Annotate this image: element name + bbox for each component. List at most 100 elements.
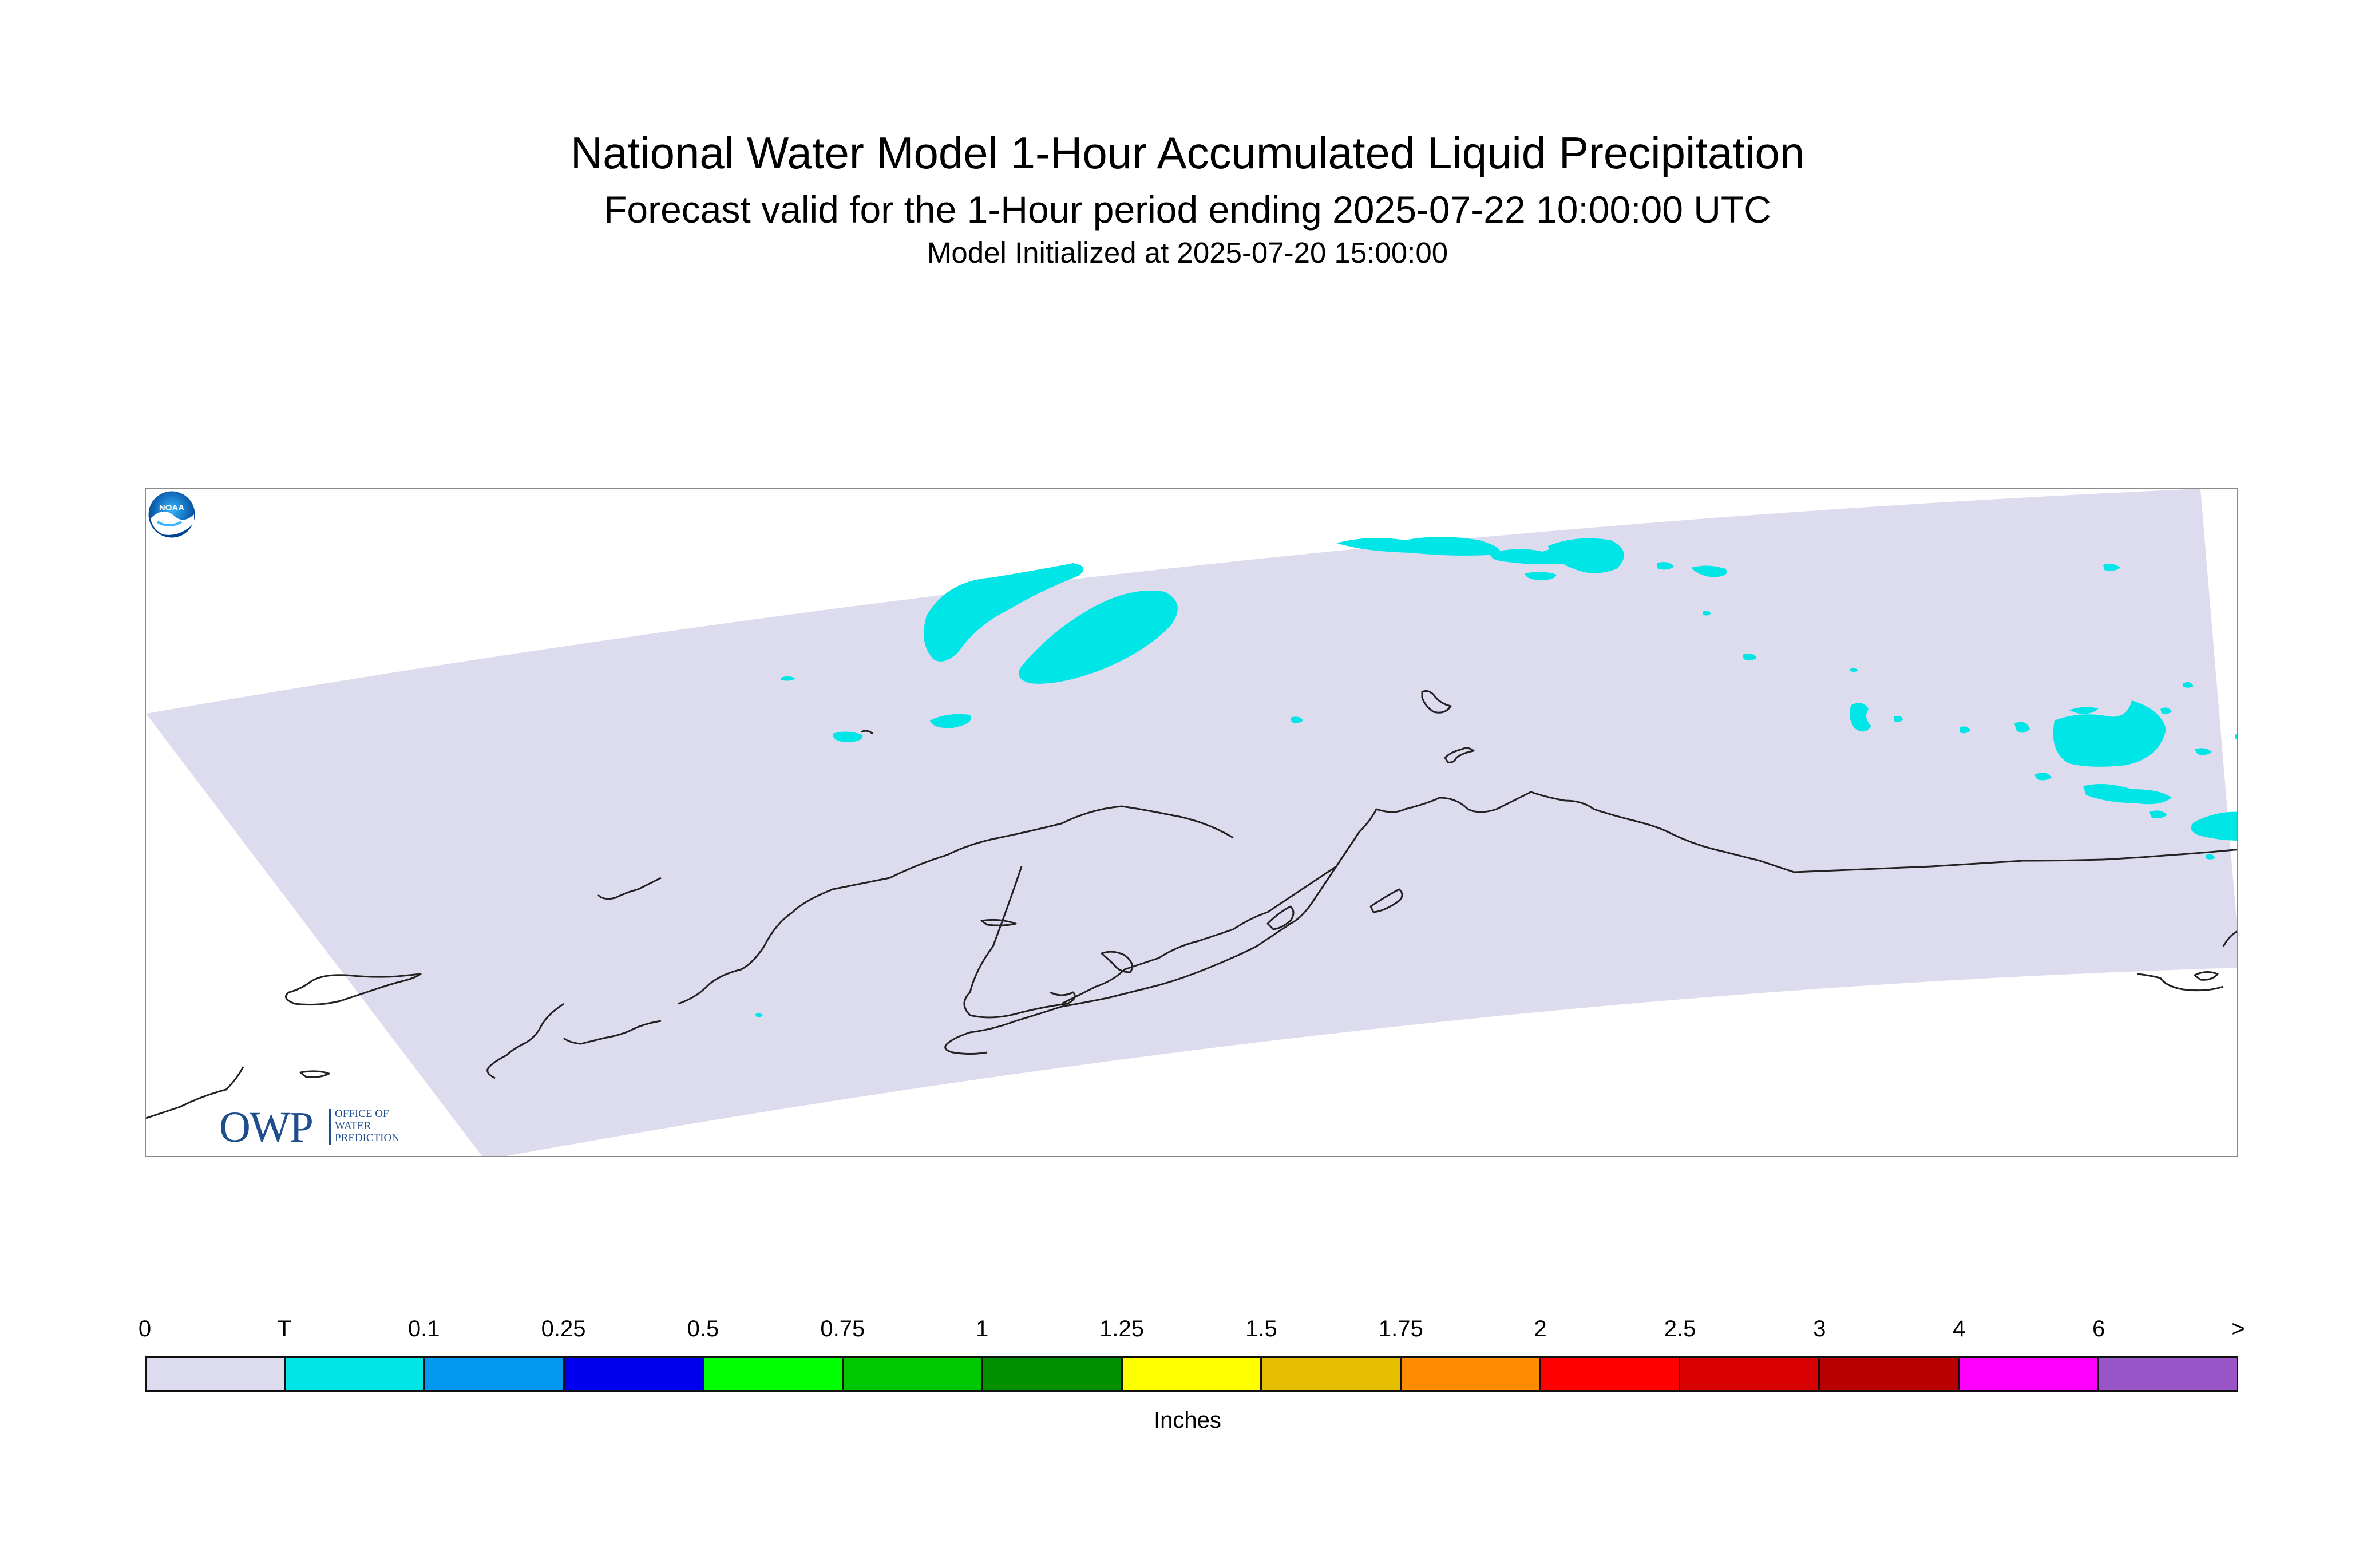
colorbar-tick-label: 1.25 — [1099, 1316, 1144, 1341]
precip-cell — [924, 563, 1083, 662]
colorbar-tick-label: T — [277, 1316, 292, 1341]
precip-cell — [1743, 654, 1757, 660]
colorbar-cell — [1959, 1358, 2099, 1390]
coastline — [597, 877, 662, 900]
colorbar-cell — [286, 1358, 426, 1390]
precip-cell — [2053, 700, 2166, 767]
colorbar-cell — [844, 1358, 984, 1390]
colorbar-tick-label: 0.1 — [407, 1316, 440, 1341]
precip-cell — [2195, 748, 2212, 755]
precipitation-map[interactable]: OWP OFFICE OF WATER PREDICTION NOAA — [145, 488, 2238, 1157]
precip-cell — [2083, 784, 2172, 805]
owp-logo-divider — [329, 1109, 331, 1145]
colorbar-tick-label: 1.75 — [1378, 1316, 1423, 1341]
coastline — [678, 805, 1122, 1005]
coastline — [563, 1020, 662, 1045]
coastline — [1101, 951, 1133, 973]
precip-cell — [755, 1013, 763, 1017]
colorbar-tick-label: 2 — [1534, 1316, 1547, 1341]
precip-cell — [1703, 611, 1711, 616]
coastline — [1369, 888, 1403, 913]
coastline — [2194, 971, 2219, 981]
colorbar-tick-label: 0.5 — [687, 1316, 719, 1341]
precip-cell — [2235, 734, 2237, 740]
colorbar-tick-label: 0.75 — [820, 1316, 865, 1341]
colorbar-tick-label: 0.25 — [541, 1316, 586, 1341]
colorbar-tick-label: > — [2231, 1316, 2245, 1341]
owp-logo-letters: OWP — [219, 1103, 314, 1151]
colorbar-cell — [1262, 1358, 1402, 1390]
coastline — [944, 1005, 1062, 1055]
precip-cell — [1849, 703, 1871, 732]
colorbar-cell — [1402, 1358, 1541, 1390]
precip-cell — [1894, 715, 1903, 722]
colorbar-tick-labels: 0 T 0.1 0.25 0.5 0.75 1 1.25 1.5 1.75 2 2.5 3 4 6 > — [0, 1316, 2375, 1351]
colorbar-tick-label: 2.5 — [1664, 1316, 1696, 1341]
precip-cell — [930, 714, 971, 728]
coastline — [861, 730, 873, 735]
colorbar-cell — [2099, 1358, 2237, 1390]
coastline — [486, 1003, 564, 1079]
precip-cell — [1019, 591, 1178, 684]
colorbar-tick-label: 3 — [1813, 1316, 1826, 1341]
coastline — [963, 866, 1076, 1019]
colorbar-cell — [1122, 1358, 1262, 1390]
precip-cell — [2149, 810, 2167, 818]
coastline — [1061, 865, 1337, 1005]
precip-cell — [781, 676, 795, 681]
precip-cell — [2103, 564, 2120, 571]
precip-cell — [1850, 668, 1858, 672]
precip-cell — [2206, 854, 2215, 860]
precip-cell — [1291, 716, 1303, 723]
coastline — [1121, 805, 1234, 839]
precip-cell — [1336, 537, 1500, 556]
coastline — [1266, 905, 1295, 930]
colorbar-cell — [1541, 1358, 1681, 1390]
colorbar-units-label: Inches — [1154, 1408, 1221, 1433]
coastline — [299, 1070, 330, 1078]
owp-logo-words: OFFICE OF WATER PREDICTION — [335, 1108, 399, 1144]
precip-cell — [1691, 565, 1727, 577]
colorbar-cell — [1820, 1358, 1960, 1390]
precip-cell — [1548, 538, 1624, 573]
precip-cell — [2034, 773, 2052, 781]
precip-cell — [2183, 682, 2194, 688]
forecast-valid-subtitle: Forecast valid for the 1-Hour period end… — [604, 188, 1771, 231]
noaa-logo: NOAA — [147, 489, 197, 540]
coastline — [2137, 973, 2224, 992]
owp-logo-word: PREDICTION — [335, 1132, 399, 1144]
coastline — [1061, 866, 1337, 1008]
coastline — [1794, 849, 2237, 873]
coastline — [1335, 791, 1795, 873]
owp-logo-word: OFFICE OF — [335, 1108, 389, 1120]
page-title: National Water Model 1-Hour Accumulated … — [570, 128, 1805, 178]
map-canvas — [146, 489, 2237, 1156]
precip-cell — [1960, 726, 1970, 734]
precip-cell — [2014, 722, 2030, 733]
colorbar-tick-label: 0 — [138, 1316, 152, 1341]
noaa-logo-text: NOAA — [159, 503, 184, 513]
coastline — [146, 1066, 244, 1119]
coastline — [980, 918, 1017, 926]
precip-cell — [2123, 757, 2136, 763]
precip-cell — [833, 731, 863, 742]
colorbar-cell — [565, 1358, 704, 1390]
owp-logo: OWP OFFICE OF WATER PREDICTION — [219, 1103, 425, 1151]
colorbar-cell — [704, 1358, 844, 1390]
colorbar-tick-label: 4 — [1953, 1316, 1966, 1341]
precip-cell — [2160, 707, 2172, 714]
colorbar-cell — [147, 1358, 286, 1390]
owp-logo-word: WATER — [335, 1120, 371, 1132]
colorbar — [145, 1356, 2238, 1392]
colorbar-tick-label: 1 — [976, 1316, 989, 1341]
colorbar-cell — [983, 1358, 1123, 1390]
colorbar-tick-label: 6 — [2092, 1316, 2105, 1341]
coastline — [1444, 747, 1475, 763]
precip-cell — [1657, 562, 1674, 570]
colorbar-tick-label: 1.5 — [1245, 1316, 1277, 1341]
coastlines — [146, 690, 2237, 1119]
coastline — [1421, 690, 1452, 714]
precip-cell — [1525, 572, 1557, 580]
colorbar-cell — [425, 1358, 565, 1390]
precip-areas — [755, 537, 2237, 1017]
